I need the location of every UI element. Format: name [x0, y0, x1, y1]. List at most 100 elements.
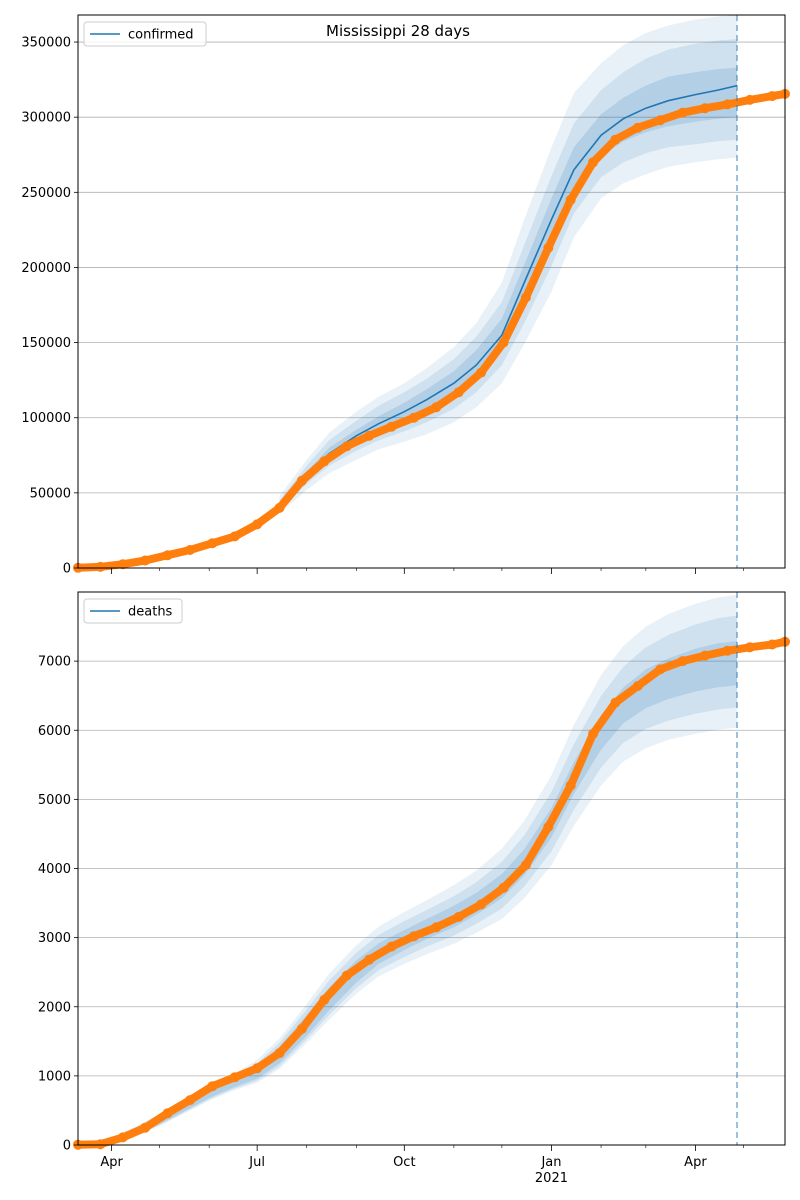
deaths-y-tick-label: 5000: [38, 793, 71, 808]
deaths-x-tick-label: Oct: [393, 1155, 415, 1170]
confirmed-observed-point: [498, 337, 509, 348]
deaths-observed-point: [632, 681, 643, 691]
deaths-observed-point: [207, 1081, 218, 1092]
deaths-observed-point: [453, 911, 464, 922]
deaths-observed-point: [296, 1023, 307, 1034]
confirmed-y-axis: 0 50000 100000 150000 200000 250000 300000 3500…: [21, 36, 78, 577]
confirmed-median-line: [278, 84, 738, 507]
confirmed-observed-series: [73, 88, 790, 573]
chart-title: Mississippi 28 days: [326, 22, 470, 40]
confirmed-observed-point: [95, 561, 106, 572]
deaths-observed-point: [767, 639, 778, 650]
deaths-y-tick-label: 7000: [38, 655, 71, 670]
deaths-observed-point: [498, 882, 509, 893]
confirmed-observed-point: [140, 555, 151, 566]
confirmed-observed-point: [453, 387, 464, 398]
deaths-x-tick-label: Jul: [248, 1155, 265, 1170]
confirmed-observed-point: [252, 519, 263, 530]
deaths-observed-point: [162, 1108, 173, 1119]
confirmed-y-tick-label: 0: [63, 562, 71, 577]
confirmed-y-tick-label: 300000: [21, 111, 71, 126]
deaths-observed-point: [476, 899, 487, 910]
confirmed-observed-point: [588, 157, 599, 168]
confirmed-y-tick-label: 150000: [21, 336, 71, 351]
deaths-y-tick-label: 0: [63, 1139, 71, 1154]
confirmed-observed-point: [408, 412, 419, 423]
confirmed-observed-point: [767, 91, 778, 102]
deaths-observed-series: [73, 636, 790, 1150]
confirmed-observed-point: [632, 122, 643, 133]
deaths-y-tick-label: 2000: [38, 1000, 71, 1015]
deaths-x-tick-sublabel: 2021: [535, 1171, 568, 1186]
deaths-y-tick-label: 1000: [38, 1069, 71, 1084]
confirmed-observed-point: [386, 421, 397, 432]
confirmed-observed-point: [700, 103, 710, 114]
deaths-observed-point: [610, 697, 621, 708]
confirmed-legend-box: [83, 21, 207, 47]
deaths-panel: 0 1000 2000 3000 4000 5000 6000 7000 Apr Jul Oct J…: [38, 591, 790, 1186]
deaths-observed-point: [543, 822, 554, 832]
deaths-observed-point: [140, 1122, 151, 1133]
deaths-y-tick-label: 6000: [38, 724, 71, 739]
deaths-observed-point: [252, 1063, 263, 1074]
confirmed-observed-point: [117, 559, 128, 570]
confirmed-observed-point: [162, 550, 173, 561]
deaths-observed-point: [364, 954, 375, 965]
confirmed-observed-point: [207, 538, 218, 549]
deaths-band-inner: [78, 641, 737, 1145]
confirmed-observed-point: [229, 531, 240, 542]
deaths-observed-point: [677, 656, 688, 667]
confirmed-y-tick-label: 200000: [21, 261, 71, 276]
deaths-observed-point: [274, 1048, 285, 1059]
deaths-observed-point: [95, 1139, 106, 1150]
deaths-observed-point: [185, 1095, 195, 1106]
confirmed-panel: 0 50000 100000 150000 200000 250000 300000 3500…: [21, 14, 790, 577]
deaths-band-outer: [78, 594, 737, 1145]
deaths-x-tick-label: Apr: [684, 1155, 707, 1170]
deaths-observed-point: [408, 931, 419, 942]
confirmed-band-mid: [279, 39, 737, 511]
confirmed-observed-point: [610, 134, 621, 145]
confirmed-plot-area: [78, 15, 785, 568]
confirmed-observed-point: [744, 94, 755, 105]
confirmed-y-tick-label: 100000: [21, 411, 71, 426]
deaths-observed-point: [588, 728, 599, 739]
confirmed-x-axis: [111, 568, 744, 574]
confirmed-observed-point: [476, 367, 487, 378]
deaths-band-mid: [78, 615, 737, 1145]
confirmed-observed-point: [274, 502, 285, 513]
deaths-y-tick-label: 4000: [38, 862, 71, 877]
confirmed-axes-frame: [77, 14, 786, 569]
confirmed-observed-point: [543, 242, 554, 253]
confirmed-axes-border: [77, 14, 786, 569]
confirmed-observed-point: [319, 456, 330, 467]
confirmed-observed-point: [431, 402, 442, 413]
confirmed-observed-point: [185, 545, 195, 555]
deaths-x-tick-label: Jan: [540, 1155, 561, 1170]
deaths-legend-box: [83, 598, 183, 624]
deaths-observed-point: [229, 1072, 240, 1083]
deaths-observed-point: [744, 642, 755, 653]
deaths-observed-point: [565, 780, 576, 791]
confirmed-y-tick-label: 250000: [21, 186, 71, 201]
deaths-y-tick-label: 3000: [38, 931, 71, 946]
confirmed-observed-point: [520, 292, 531, 303]
confirmed-observed-point: [655, 115, 666, 126]
deaths-observed-point: [386, 941, 397, 952]
confirmed-observed-point: [341, 441, 352, 452]
confirmed-observed-point: [722, 99, 733, 110]
confirmed-y-tick-label: 350000: [21, 36, 71, 51]
deaths-x-tick-label: Apr: [100, 1155, 123, 1170]
deaths-observed-point: [722, 645, 733, 656]
deaths-observed-point: [319, 994, 330, 1005]
confirmed-observed-point: [565, 194, 576, 205]
deaths-legend-label: deaths: [128, 605, 173, 620]
confirmed-legend-label: confirmed: [128, 28, 194, 43]
deaths-y-axis: 0 1000 2000 3000 4000 5000 6000 7000: [38, 655, 78, 1154]
deaths-observed-point: [431, 922, 442, 933]
confirmed-observed-point: [677, 107, 688, 118]
deaths-observed-point: [341, 970, 352, 981]
confirmed-legend: confirmed: [83, 21, 207, 47]
deaths-observed-point: [700, 650, 710, 661]
